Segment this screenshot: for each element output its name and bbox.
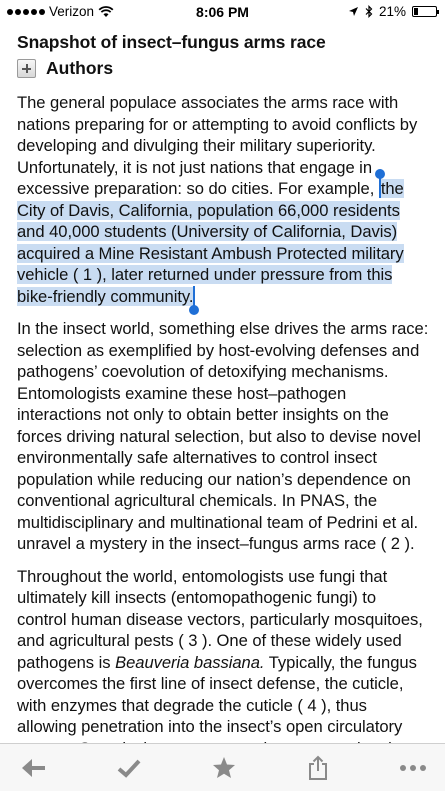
selection-end-handle[interactable]: [189, 285, 200, 315]
status-left: Verizon: [7, 4, 114, 19]
back-button[interactable]: [18, 752, 50, 784]
more-icon: [400, 764, 426, 771]
battery-icon: [412, 6, 439, 17]
authors-toggle[interactable]: Authors: [17, 56, 429, 80]
wifi-icon: [98, 5, 114, 17]
more-button[interactable]: [397, 752, 429, 784]
back-arrow-icon: [22, 758, 45, 777]
checkmark-icon: [117, 759, 141, 778]
paragraph-1[interactable]: The general populace associates the arms…: [17, 92, 429, 315]
carrier-label: Verizon: [49, 4, 95, 19]
signal-dots-icon: [7, 8, 45, 15]
species-name: Beauveria bassiana.: [115, 652, 265, 672]
battery-percent: 21%: [378, 4, 406, 19]
bottom-toolbar: [0, 743, 445, 791]
star-icon: [212, 757, 235, 778]
battery-level: [414, 8, 419, 15]
selection-start-handle[interactable]: [374, 169, 385, 198]
article: Snapshot of insect–fungus arms race Auth…: [17, 31, 429, 781]
location-arrow-icon: [348, 7, 358, 16]
authors-label: Authors: [46, 57, 114, 78]
paragraph-3-text-a: Throughout the world, entomologists use …: [17, 566, 423, 672]
share-icon: [309, 755, 328, 780]
share-button[interactable]: [302, 752, 334, 784]
article-title: Snapshot of insect–fungus arms race: [17, 32, 326, 52]
clock: 8:06 PM: [196, 4, 249, 20]
mark-done-button[interactable]: [113, 752, 145, 784]
favorite-button[interactable]: [208, 752, 240, 784]
status-right: 21%: [348, 4, 439, 19]
paragraph-1-text: The general populace associates the arms…: [17, 93, 418, 198]
status-bar: Verizon 8:06 PM 21%: [0, 0, 445, 24]
paragraph-2[interactable]: In the insect world, something else driv…: [17, 319, 429, 553]
expand-plus-icon[interactable]: [17, 58, 36, 78]
bluetooth-icon: [365, 5, 373, 18]
